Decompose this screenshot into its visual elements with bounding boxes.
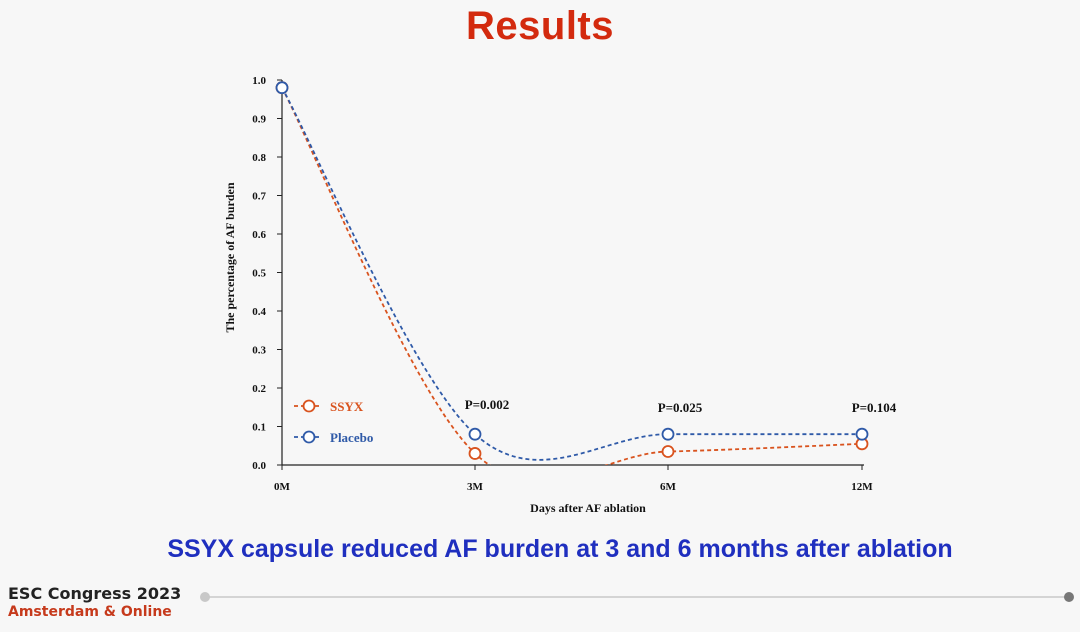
chart-series: [275, 81, 869, 465]
data-point-placebo: [468, 427, 482, 441]
progress-end-handle[interactable]: [1064, 592, 1074, 602]
y-tick-label: 0.6: [252, 229, 266, 241]
data-point-placebo: [661, 427, 675, 441]
y-tick-label: 0.0: [252, 460, 266, 472]
x-tick-label: 6M: [660, 481, 677, 493]
conclusion-text: SSYX capsule reduced AF burden at 3 and …: [167, 535, 953, 563]
y-tick-label: 0.8: [252, 152, 266, 164]
chart-annotations: P=0.002 P=0.025 P=0.104: [465, 397, 897, 415]
y-tick-label: 0.2: [252, 383, 266, 395]
y-tick-label: 0.3: [252, 345, 266, 357]
data-point-placebo: [855, 427, 869, 441]
series-line-placebo: [282, 87, 862, 461]
p-value-label: P=0.025: [658, 400, 703, 415]
slide-title: Results: [466, 4, 614, 48]
legend-marker-ssyx: [302, 399, 316, 413]
y-tick-label: 0.4: [252, 306, 266, 318]
x-axis-label: Days after AF ablation: [530, 501, 646, 515]
legend-label-ssyx: SSYX: [330, 399, 364, 414]
y-tick-label: 1.0: [252, 75, 266, 87]
chart-legend: SSYX Placebo: [294, 399, 373, 445]
x-tick-label: 12M: [851, 481, 873, 493]
y-tick-label: 0.9: [252, 114, 266, 126]
y-axis-label: The percentage of AF burden: [223, 182, 237, 332]
progress-start-handle[interactable]: [200, 592, 210, 602]
footer-location: Amsterdam & Online: [8, 604, 172, 620]
y-tick-label: 0.1: [252, 422, 266, 434]
p-value-label: P=0.104: [852, 400, 897, 415]
y-tick-label: 0.5: [252, 268, 266, 280]
legend-label-placebo: Placebo: [330, 430, 373, 445]
data-point-placebo: [275, 81, 289, 95]
x-tick-label: 3M: [467, 481, 484, 493]
x-tick-label: 0M: [274, 481, 291, 493]
chart-axes: 0.0 0.1 0.2 0.3 0.4 0.5 0.6 0.7 0.8 0.9 1.0 0M 3M 6M 1…: [223, 75, 873, 515]
legend-marker-placebo: [302, 430, 316, 444]
data-point-ssyx: [661, 445, 675, 458]
series-line-ssyx: [282, 87, 863, 465]
y-tick-label: 0.7: [252, 191, 266, 203]
p-value-label: P=0.002: [465, 397, 510, 412]
video-progress-bar[interactable]: [200, 592, 1074, 602]
data-point-ssyx: [468, 447, 482, 460]
congress-footer: ESC Congress 2023 Amsterdam & Online: [8, 584, 181, 622]
footer-congress-name: ESC Congress 2023: [8, 584, 182, 603]
